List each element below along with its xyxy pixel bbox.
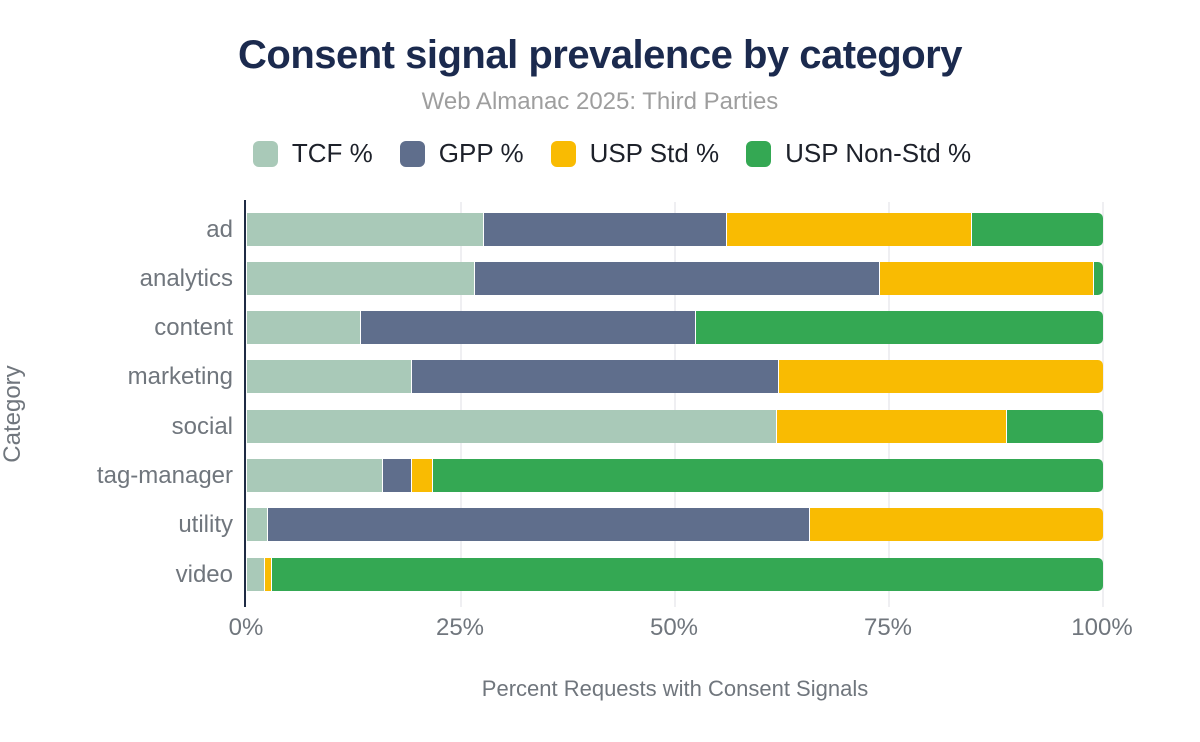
bar-segment-usp-non-std-tag-manager[interactable] <box>432 459 1103 492</box>
legend-swatch-usp-std <box>550 140 576 167</box>
legend-swatch-tcf <box>252 140 278 167</box>
bar-segment-tcf-analytics[interactable] <box>247 261 474 295</box>
bar-segment-usp-non-std-content[interactable] <box>695 311 1103 345</box>
category-label-social: social <box>171 412 233 440</box>
bar-segment-usp-std-social[interactable] <box>776 409 1007 443</box>
legend-label: USP Non-Std % <box>785 138 972 168</box>
x-axis-title: Percent Requests with Consent Signals <box>481 676 869 701</box>
bar-segment-usp-non-std-social[interactable] <box>1006 409 1103 443</box>
bar-row-marketing <box>247 360 1104 394</box>
bar-row-analytics <box>247 261 1103 295</box>
bar-segment-tcf-video[interactable] <box>247 557 265 591</box>
legend: TCF % GPP % USP Std % USP Non-Std % <box>12 140 1200 167</box>
bar-row-utility <box>247 508 1103 542</box>
legend-item-tcf[interactable]: TCF % <box>252 138 373 168</box>
chart-title: Consent signal prevalence by category <box>238 33 962 77</box>
legend-item-usp-std[interactable]: USP Std % <box>550 138 720 168</box>
bar-segment-gpp-marketing[interactable] <box>410 360 779 394</box>
legend-label: USP Std % <box>589 138 720 168</box>
bar-segment-gpp-tag-manager[interactable] <box>381 459 411 492</box>
x-tick-label-100: 100% <box>1071 614 1133 641</box>
bar-segment-gpp-ad[interactable] <box>483 212 726 246</box>
legend-swatch-usp-non-std <box>746 140 772 167</box>
legend-item-usp-non-std[interactable]: USP Non-Std % <box>746 140 971 167</box>
bar-row-social <box>247 409 1103 443</box>
bar-segment-usp-non-std-video[interactable] <box>271 557 1103 591</box>
category-label-ad: ad <box>206 215 233 243</box>
bar-segment-usp-std-marketing[interactable] <box>778 360 1104 394</box>
bar-segment-usp-std-analytics[interactable] <box>879 261 1094 295</box>
x-tick-label-0: 0% <box>228 614 264 641</box>
gridline-50 <box>674 202 676 607</box>
bar-segment-gpp-analytics[interactable] <box>473 261 880 295</box>
x-tick-label-25: 25% <box>435 614 485 641</box>
bar-segment-gpp-content[interactable] <box>359 311 696 345</box>
bar-segment-tcf-tag-manager[interactable] <box>247 459 382 492</box>
bar-segment-tcf-utility[interactable] <box>247 508 267 542</box>
legend-label: GPP % <box>438 138 524 168</box>
bar-row-content <box>247 311 1103 345</box>
chart-subtitle: Web Almanac 2025: Third Parties <box>421 88 779 115</box>
bar-row-tag-manager <box>247 459 1103 492</box>
legend-label: TCF % <box>291 138 373 168</box>
bar-segment-usp-std-video[interactable] <box>264 557 272 591</box>
bar-row-ad <box>247 212 1103 246</box>
category-label-video: video <box>175 560 233 588</box>
category-label-analytics: analytics <box>139 264 233 292</box>
gridline-75 <box>888 202 890 607</box>
category-label-tag-manager: tag-manager <box>96 462 233 489</box>
bar-segment-usp-std-ad[interactable] <box>725 212 971 246</box>
x-tick-label-75: 75% <box>863 614 913 641</box>
bar-segment-tcf-social[interactable] <box>247 409 777 443</box>
bar-segment-tcf-content[interactable] <box>247 311 360 345</box>
category-label-utility: utility <box>178 511 233 539</box>
bar-segment-usp-std-tag-manager[interactable] <box>410 459 433 492</box>
x-tick-label-50: 50% <box>649 614 699 641</box>
bar-segment-tcf-ad[interactable] <box>247 212 484 246</box>
legend-swatch-gpp <box>399 140 425 167</box>
bar-row-video <box>247 557 1103 591</box>
gridline-25 <box>460 202 462 607</box>
category-label-marketing: marketing <box>127 363 233 391</box>
legend-item-gpp[interactable]: GPP % <box>399 138 524 168</box>
bar-segment-usp-non-std-analytics[interactable] <box>1093 261 1103 295</box>
bar-segment-tcf-marketing[interactable] <box>247 360 411 394</box>
bar-segment-usp-std-utility[interactable] <box>809 508 1103 542</box>
y-axis-line <box>244 200 246 607</box>
bar-segment-gpp-utility[interactable] <box>266 508 810 542</box>
gridline-100 <box>1102 202 1104 607</box>
category-label-content: content <box>154 314 233 342</box>
bar-segment-usp-non-std-ad[interactable] <box>970 212 1103 246</box>
